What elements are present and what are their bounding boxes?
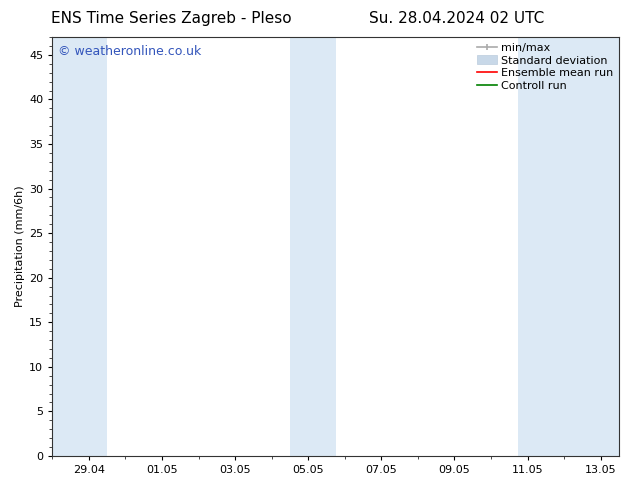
Text: © weatheronline.co.uk: © weatheronline.co.uk (58, 46, 201, 58)
Legend: min/max, Standard deviation, Ensemble mean run, Controll run: min/max, Standard deviation, Ensemble me… (474, 40, 616, 94)
Text: ENS Time Series Zagreb - Pleso: ENS Time Series Zagreb - Pleso (51, 11, 292, 26)
Y-axis label: Precipitation (mm/6h): Precipitation (mm/6h) (15, 186, 25, 307)
Bar (519, 37, 619, 456)
Bar (290, 37, 335, 456)
Bar (53, 37, 107, 456)
Text: Su. 28.04.2024 02 UTC: Su. 28.04.2024 02 UTC (369, 11, 544, 26)
